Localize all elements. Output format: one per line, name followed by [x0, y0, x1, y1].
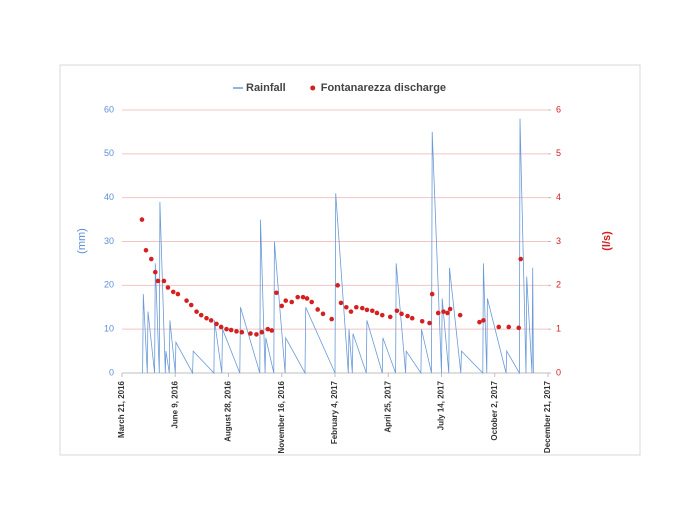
discharge-point — [269, 328, 275, 333]
discharge-point — [204, 315, 209, 321]
discharge-point — [208, 318, 214, 323]
discharge-point — [369, 308, 375, 314]
y-tick-label: 0 — [109, 367, 114, 377]
discharge-point — [364, 307, 370, 313]
rainfall-line — [142, 118, 534, 375]
discharge-point — [265, 326, 271, 332]
discharge-point — [170, 289, 176, 295]
discharge-point — [387, 314, 393, 320]
chart-frame — [59, 64, 641, 456]
y-tick-label: 30 — [104, 236, 114, 246]
discharge-point — [283, 298, 289, 303]
y2-tick-label: 2 — [556, 280, 561, 290]
x-tick-label: July 14, 2017 — [437, 380, 446, 430]
y2-tick-label: 5 — [556, 148, 561, 158]
x-tick-label: November 16, 2016 — [277, 380, 286, 453]
x-tick-label: June 9, 2016 — [170, 380, 179, 428]
y2-axis-label: (l/s) — [601, 231, 613, 251]
discharge-point — [214, 321, 219, 327]
discharge-point — [379, 312, 385, 318]
discharge-point — [304, 296, 310, 301]
discharge-point — [496, 324, 502, 330]
discharge-point — [506, 324, 512, 330]
x-tick-label: August 28, 2016 — [224, 380, 233, 441]
discharge-point — [289, 299, 295, 305]
discharge-point — [139, 217, 145, 222]
discharge-point — [300, 294, 306, 300]
discharge-point — [218, 324, 224, 330]
discharge-point — [394, 308, 400, 314]
discharge-point — [518, 256, 524, 262]
discharge-point — [329, 316, 334, 322]
y-tick-label: 40 — [104, 192, 114, 202]
y2-tick-label: 1 — [556, 324, 561, 334]
discharge-point — [254, 332, 259, 337]
y2-tick-label: 0 — [556, 367, 561, 377]
discharge-point — [279, 303, 285, 309]
discharge-point — [447, 306, 453, 312]
legend-label: Fontanarezza discharge — [321, 82, 446, 94]
x-tick-label: April 25, 2017 — [383, 380, 392, 432]
discharge-point — [354, 304, 359, 310]
x-tick-label: October 2, 2017 — [490, 380, 499, 440]
discharge-point — [320, 311, 326, 317]
discharge-point — [335, 283, 340, 288]
discharge-point — [409, 315, 415, 321]
discharge-point — [152, 269, 158, 275]
x-tick-label: March 21, 2016 — [117, 380, 126, 437]
discharge-point — [309, 299, 315, 305]
discharge-point — [315, 307, 320, 312]
discharge-point — [274, 290, 279, 296]
discharge-point — [419, 318, 425, 324]
discharge-point — [175, 291, 181, 297]
discharge-point — [441, 309, 446, 314]
discharge-point — [224, 326, 229, 332]
discharge-point — [359, 305, 365, 311]
discharge-point — [198, 312, 204, 318]
discharge-point — [348, 309, 354, 314]
discharge-point — [477, 319, 482, 325]
discharge-point — [239, 329, 245, 335]
x-tick-label: December 21, 2017 — [543, 380, 552, 453]
y2-tick-label: 3 — [556, 236, 561, 246]
y2-tick-label: 4 — [556, 192, 561, 202]
discharge-point — [148, 256, 154, 262]
discharge-point — [374, 310, 380, 316]
discharge-point — [228, 327, 234, 333]
discharge-point — [184, 298, 189, 303]
discharge-point — [457, 312, 463, 318]
y-tick-label: 20 — [104, 280, 114, 290]
y-tick-label: 60 — [104, 104, 114, 114]
discharge-point — [399, 311, 404, 317]
discharge-point — [445, 310, 450, 316]
discharge-point — [344, 304, 349, 310]
discharge-point — [161, 278, 167, 284]
discharge-point — [516, 325, 522, 331]
discharge-point — [259, 329, 265, 335]
discharge-point — [295, 294, 301, 300]
discharge-point — [427, 320, 432, 326]
discharge-point — [194, 309, 199, 314]
discharge-point — [248, 331, 253, 336]
legend-label: Rainfall — [246, 82, 286, 94]
discharge-point — [143, 247, 149, 253]
discharge-point — [338, 300, 344, 306]
discharge-point — [165, 285, 171, 290]
y-tick-label: 10 — [104, 324, 114, 334]
legend-swatch — [310, 85, 316, 91]
y2-tick-label: 6 — [556, 104, 561, 114]
discharge-point — [481, 318, 486, 323]
discharge-point — [188, 302, 194, 308]
discharge-point — [435, 310, 441, 316]
y-tick-label: 50 — [104, 148, 114, 158]
discharge-point — [405, 313, 410, 319]
discharge-point — [234, 329, 239, 334]
discharge-point — [155, 278, 161, 284]
y-axis-label: (mm) — [76, 228, 88, 254]
x-tick-label: February 4, 2017 — [330, 380, 339, 444]
discharge-point — [429, 291, 435, 297]
